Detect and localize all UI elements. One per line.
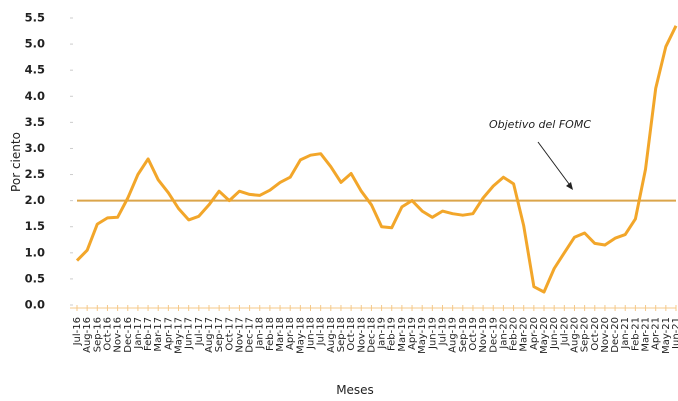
y-tick-label: 4.5 xyxy=(25,63,45,77)
x-tick-label: May-17 xyxy=(174,317,185,354)
x-tick-label: Oct-20 xyxy=(590,317,601,351)
x-tick-label: Mar-18 xyxy=(275,317,286,352)
x-tick-label: Apr-19 xyxy=(407,317,418,350)
x-tick-label: Jan-20 xyxy=(498,317,509,350)
x-tick-label: May-21 xyxy=(661,317,672,354)
x-tick-label: Mar-17 xyxy=(153,317,164,352)
x-tick-label: Jul-20 xyxy=(559,317,570,346)
x-tick-label: Aug-20 xyxy=(569,317,580,353)
y-tick-label: 0.5 xyxy=(25,271,45,285)
x-tick-label: Feb-19 xyxy=(387,317,398,351)
x-tick-label: Jan-17 xyxy=(133,317,144,350)
x-tick-label: Sep-18 xyxy=(336,317,347,352)
x-tick-label: Sep-20 xyxy=(580,317,591,352)
x-tick-label: Nov-19 xyxy=(478,317,489,353)
y-tick-label: 2.0 xyxy=(25,193,45,207)
y-tick-label: 5.5 xyxy=(25,11,45,25)
x-tick-label: Sep-19 xyxy=(458,317,469,352)
x-tick-label: Dec-20 xyxy=(610,317,621,353)
x-tick-label: Oct-17 xyxy=(224,317,235,351)
x-tick-label: Jan-21 xyxy=(620,317,631,350)
x-tick-label: Mar-21 xyxy=(641,317,652,352)
annotation-arrow xyxy=(537,141,573,189)
x-tick-label: Mar-19 xyxy=(397,317,408,352)
arrow-head xyxy=(566,182,573,190)
x-tick-label: Jul-19 xyxy=(437,317,448,346)
x-tick-label: Sep-16 xyxy=(92,317,103,352)
x-tick-label: Jul-17 xyxy=(194,317,205,346)
x-tick-label: Aug-18 xyxy=(326,317,337,353)
x-tick-label: Oct-18 xyxy=(346,317,357,351)
x-tick-label: Apr-18 xyxy=(285,317,296,350)
y-tick-label: 0.0 xyxy=(25,298,45,312)
x-tick-label: Feb-18 xyxy=(265,317,276,351)
x-tick-label: Nov-16 xyxy=(113,317,124,353)
x-tick-label: Nov-18 xyxy=(356,317,367,353)
x-tick-label: Apr-21 xyxy=(651,317,662,350)
x-tick-label: Jun-20 xyxy=(549,317,560,350)
y-tick-label: 4.0 xyxy=(25,89,45,103)
y-axis-title: Por ciento xyxy=(9,132,23,192)
x-tick-label: Dec-18 xyxy=(366,317,377,353)
x-tick-label: Oct-19 xyxy=(468,317,479,351)
x-tick-label: Nov-20 xyxy=(600,317,611,353)
y-tick-label: 3.5 xyxy=(25,115,45,129)
x-tick-label: Jan-19 xyxy=(377,317,388,350)
x-tick-label: May-18 xyxy=(295,317,306,354)
y-tick-label: 3.0 xyxy=(25,141,45,155)
x-tick-label: Jun-21 xyxy=(671,317,678,350)
x-tick-label: Jun-17 xyxy=(184,317,195,350)
x-tick-label: Jan-18 xyxy=(255,317,266,350)
x-tick-label: Dec-17 xyxy=(245,317,256,353)
x-tick-label: Jul-16 xyxy=(72,317,83,346)
x-tick-label: Oct-16 xyxy=(102,317,113,351)
x-tick-label: Sep-17 xyxy=(214,317,225,352)
x-tick-label: Feb-17 xyxy=(143,317,154,351)
x-tick-label: Apr-20 xyxy=(529,317,540,350)
x-axis-title: Meses xyxy=(336,383,374,397)
x-tick-label: Nov-17 xyxy=(234,317,245,353)
annotation: Objetivo del FOMC xyxy=(489,118,591,131)
x-tick-label: Aug-17 xyxy=(204,317,215,353)
y-tick-label: 1.0 xyxy=(25,245,45,259)
series-line xyxy=(75,25,678,294)
x-tick-label: Jun-18 xyxy=(306,317,317,350)
y-tick-label: 5.0 xyxy=(25,37,45,51)
x-tick-label: Aug-16 xyxy=(82,317,93,353)
x-tick-label: Aug-19 xyxy=(448,317,459,353)
y-tick-label: 2.5 xyxy=(25,167,45,181)
x-tick-label: Jun-19 xyxy=(427,317,438,350)
y-tick-label: 1.5 xyxy=(25,219,45,233)
x-tick-label: Feb-20 xyxy=(509,317,520,351)
x-tick-label: May-20 xyxy=(539,317,550,354)
x-tick-label: Jul-18 xyxy=(316,317,327,346)
x-tick-label: Apr-17 xyxy=(163,317,174,350)
x-tick-label: May-19 xyxy=(417,317,428,354)
x-tick-label: Mar-20 xyxy=(519,317,530,352)
x-tick-label: Feb-21 xyxy=(630,317,641,351)
x-tick-label: Dec-19 xyxy=(488,317,499,353)
x-tick-label: Dec-16 xyxy=(123,317,134,353)
